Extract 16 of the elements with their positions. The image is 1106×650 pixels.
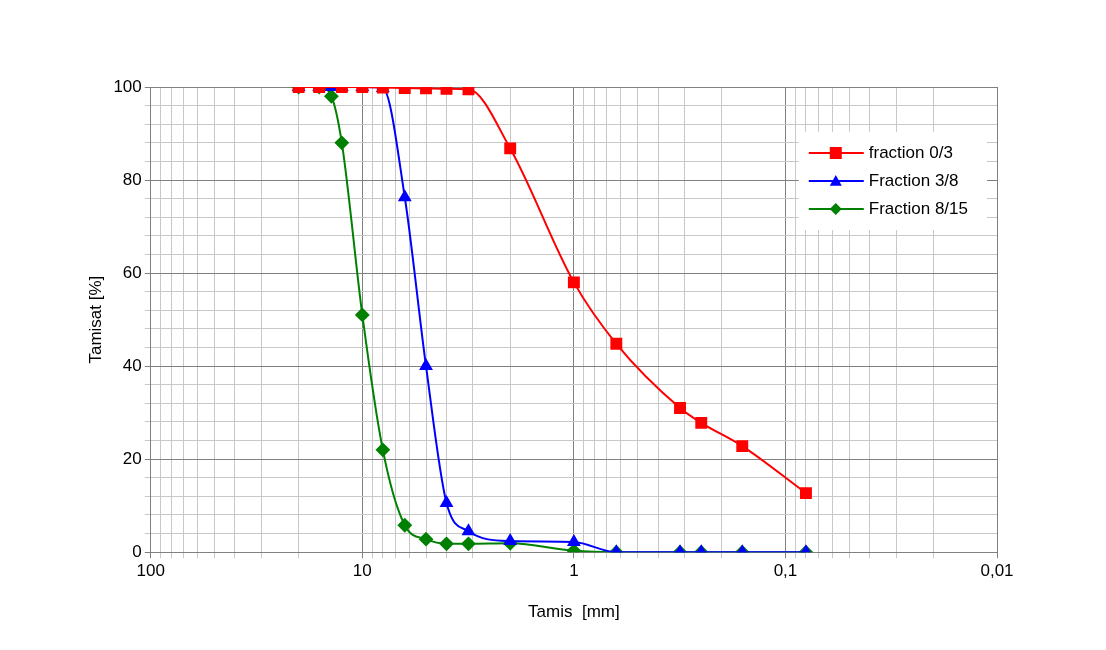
x-tick-label: 10 bbox=[352, 561, 372, 581]
y-tick-label: 60 bbox=[122, 262, 142, 282]
y-tick-label: 40 bbox=[122, 355, 142, 375]
legend-label: Fraction 3/8 bbox=[868, 170, 959, 190]
y-axis-title: Tamisat [%] bbox=[85, 275, 105, 364]
y-tick-label: 80 bbox=[122, 169, 142, 189]
x-tick-label: 1 bbox=[569, 561, 579, 581]
x-axis-title: Tamis [mm] bbox=[528, 602, 620, 622]
legend-label: Fraction 8/15 bbox=[868, 198, 969, 218]
y-tick-label: 20 bbox=[122, 448, 142, 468]
y-tick-label: 0 bbox=[132, 541, 142, 561]
legend-label: fraction 0/3 bbox=[868, 142, 953, 162]
y-tick-label: 100 bbox=[113, 76, 142, 96]
x-tick-label: 100 bbox=[136, 561, 165, 581]
x-tick-label: 0,01 bbox=[980, 561, 1014, 581]
x-tick-label: 0,1 bbox=[773, 561, 798, 581]
